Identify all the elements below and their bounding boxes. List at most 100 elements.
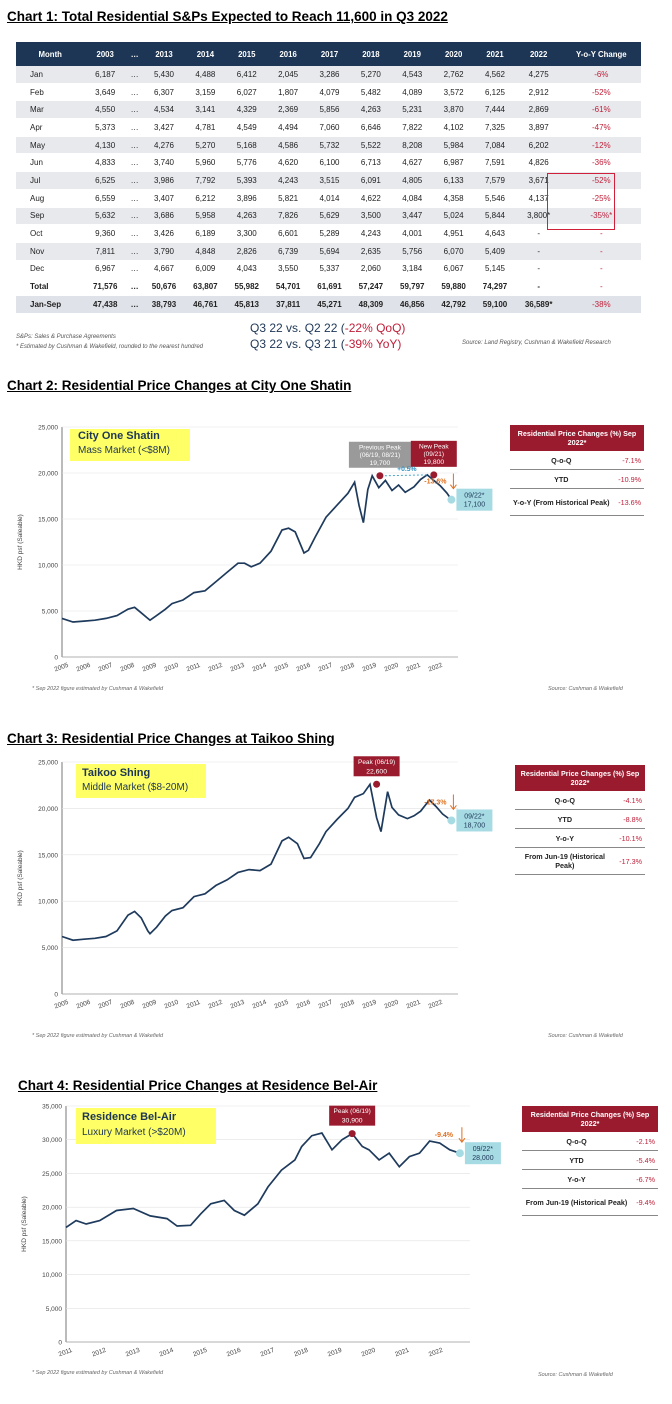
sp-header-cell: 2017 (308, 42, 351, 66)
price-series-line (61, 473, 453, 623)
x-tick-label: 2020 (360, 1347, 376, 1359)
latest-marker (455, 1149, 464, 1158)
sp-cell: … (125, 260, 144, 279)
sp-cell: 4,014 (308, 189, 351, 208)
chart2-change-table: Residential Price Changes (%) Sep 2022* Q… (510, 425, 644, 516)
sp-cell: 4,263 (350, 100, 392, 120)
peak-marker (430, 471, 438, 479)
sp-cell: 6,212 (184, 189, 227, 208)
x-tick-label: 2019 (361, 662, 377, 674)
sp-cell: 4,137 (515, 189, 562, 208)
sp-cell: 4,102 (432, 118, 475, 137)
sp-cell: 5,168 (226, 136, 268, 155)
sp-cell: 4,243 (350, 224, 392, 243)
change-table-title: Residential Price Changes (%) Sep 2022* (522, 1106, 658, 1132)
y-tick-label: 0 (58, 1340, 62, 1347)
sp-cell: Jun (16, 153, 85, 173)
sp-cell: - (561, 260, 641, 279)
x-tick-label: 2011 (58, 1347, 74, 1358)
market-segment: Middle Market ($8-20M) (82, 782, 188, 793)
sp-cell: 9,360 (84, 224, 126, 243)
chart-source: Source: Cushman & Wakefield (538, 1372, 614, 1378)
sp-cell: 57,247 (350, 277, 392, 296)
sp-cell: Oct (16, 224, 85, 243)
sp-cell: 6,559 (84, 189, 126, 208)
sp-cell: … (125, 295, 144, 314)
price-series-line (65, 1132, 461, 1229)
down-arrow-icon (458, 1127, 466, 1144)
sp-cell: 7,444 (474, 100, 516, 120)
sp-cell: 2,635 (350, 242, 392, 261)
sp-cell: 6,027 (226, 83, 268, 102)
latest-marker (447, 495, 456, 504)
change-table-title: Residential Price Changes (%) Sep 2022* (510, 425, 644, 451)
change-label: YTD (522, 1150, 632, 1170)
sp-cell: 3,426 (143, 224, 185, 243)
peak-date: (09/21) (423, 451, 444, 458)
x-tick-label: 2015 (273, 662, 289, 674)
change-value: -8.8% (614, 809, 645, 829)
sp-cell: Mar (16, 100, 85, 120)
sp-cell: 2,826 (226, 242, 268, 261)
sp-cell: 6,070 (432, 242, 475, 261)
peak-label: New Peak (419, 443, 449, 450)
sp-cell: - (515, 242, 562, 261)
x-tick-label: 2021 (394, 1347, 410, 1359)
x-tick-label: 2018 (339, 999, 355, 1011)
sp-cell: 3,500 (350, 207, 392, 226)
sp-cell: 4,951 (432, 224, 475, 243)
sp-cell: 5,984 (432, 136, 475, 155)
sp-cell: 4,084 (391, 189, 433, 208)
sp-cell: 4,643 (474, 224, 516, 243)
sp-cell: 6,009 (184, 260, 227, 279)
sp-cell: 4,243 (267, 171, 309, 190)
sp-cell: 4,494 (267, 118, 309, 137)
latest-value: 17,100 (464, 502, 486, 509)
sp-cell: … (125, 189, 144, 208)
y-tick-label: 10,000 (38, 563, 58, 570)
peak-label-box (410, 440, 457, 467)
sp-row: Apr 5,373… 3,427 4,781 4,549 4,494 7,060 6,646 7… (16, 118, 641, 137)
x-tick-label: 2020 (383, 662, 399, 674)
sp-cell: … (125, 83, 144, 102)
x-tick-label: 2019 (327, 1347, 343, 1359)
peak-label-box (329, 1105, 376, 1126)
latest-marker (447, 816, 456, 825)
x-tick-label: 2019 (361, 999, 377, 1011)
estate-name: Taikoo Shing (82, 767, 150, 779)
sp-cell: 4,622 (350, 189, 392, 208)
latest-date: 09/22* (464, 493, 485, 500)
sp-cell: 54,701 (267, 277, 309, 296)
sp-cell: -12% (561, 136, 641, 155)
sp-cell: 7,325 (474, 118, 516, 137)
sp-cell: Aug (16, 189, 85, 208)
sp-cell: … (125, 153, 144, 173)
sp-cell: Jul (16, 171, 85, 190)
x-tick-label: 2011 (186, 662, 202, 673)
sp-cell: -25% (561, 189, 641, 208)
sp-cell: May (16, 136, 85, 155)
market-segment: Luxury Market (>$20M) (82, 1127, 186, 1138)
sp-cell: … (125, 277, 144, 296)
sp-cell: 74,297 (474, 277, 516, 296)
down-arrow-icon (450, 794, 457, 811)
change-table-title: Residential Price Changes (%) Sep 2022* (515, 765, 645, 791)
sp-cell: 5,776 (226, 153, 268, 173)
sp-cell: 3,686 (143, 207, 185, 226)
sp-row: Jan 6,187… 5,430 4,488 6,412 2,045 3,286 5,270 4… (16, 66, 641, 84)
change-table-row: Q-o-Q -4.1% (515, 791, 645, 810)
sp-cell: 5,821 (267, 189, 309, 208)
y-tick-label: 0 (54, 992, 58, 999)
latest-label-box (464, 1142, 501, 1165)
change-value: -4.1% (614, 791, 645, 810)
sp-cell: 3,141 (184, 100, 227, 120)
change-value: -5.4% (631, 1150, 658, 1170)
sp-cell: 4,562 (474, 66, 516, 84)
sp-cell: 36,589* (515, 295, 562, 314)
y-tick-label: 15,000 (38, 852, 58, 859)
sp-cell: -52% (561, 171, 641, 190)
sp-cell: 5,270 (350, 66, 392, 84)
sp-row: Aug 6,559… 3,407 6,212 3,896 5,821 4,014 4,622 4… (16, 189, 641, 208)
peak-change-label: +0.5% (397, 466, 416, 473)
change-table-row: Y-o-Y (From Historical Peak) -13.6% (510, 488, 644, 516)
